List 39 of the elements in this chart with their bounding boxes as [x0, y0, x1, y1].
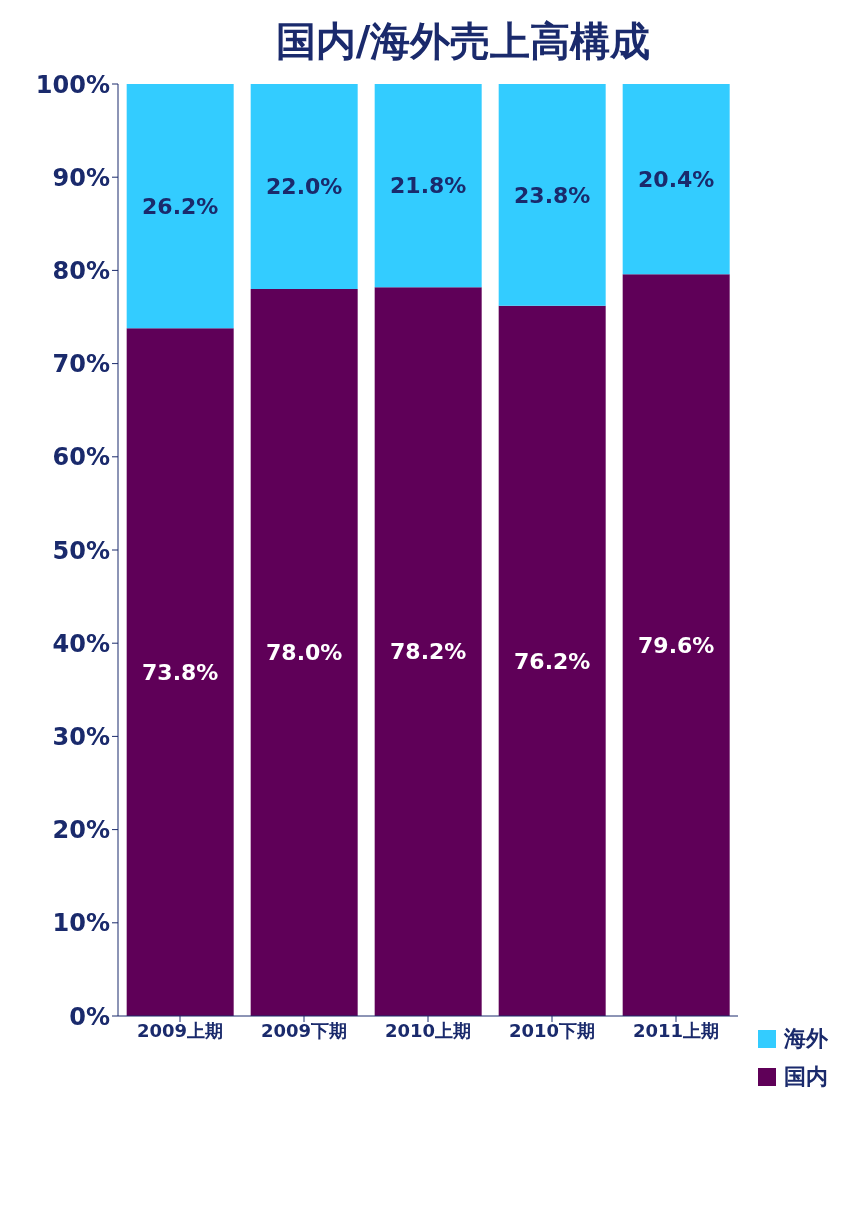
bar — [250, 84, 358, 290]
bar — [126, 328, 234, 1016]
data-label: 22.0% — [266, 174, 343, 200]
x-tick-label: 2010上期 — [384, 1019, 472, 1041]
data-label: 78.2% — [390, 639, 467, 665]
bar — [622, 84, 730, 275]
data-label: 26.2% — [142, 193, 219, 219]
x-tick-label: 2009上期 — [136, 1019, 224, 1041]
data-label: 21.8% — [390, 173, 467, 199]
bar — [622, 274, 730, 1016]
y-tick-label: 90% — [52, 163, 110, 192]
legend-label: 国内 — [783, 1063, 829, 1091]
data-label: 23.8% — [514, 182, 591, 208]
x-tick-label: 2010下期 — [508, 1019, 596, 1041]
bar — [498, 84, 606, 306]
y-tick-label: 80% — [52, 256, 110, 285]
legend-label: 海外 — [783, 1025, 829, 1053]
y-tick-label: 0% — [69, 1002, 110, 1031]
y-tick-label: 40% — [52, 629, 110, 658]
x-tick-label: 2009下期 — [260, 1019, 348, 1041]
bar — [498, 305, 606, 1016]
data-label: 20.4% — [638, 166, 715, 192]
y-tick-label: 70% — [52, 350, 110, 379]
y-tick-label: 60% — [52, 443, 110, 472]
bar — [374, 84, 482, 288]
data-label: 73.8% — [142, 659, 219, 685]
data-label: 79.6% — [638, 632, 715, 658]
y-tick-label: 50% — [52, 536, 110, 565]
bar — [126, 84, 234, 329]
y-tick-label: 10% — [52, 909, 110, 938]
chart-title: 国内/海外売上高構成 — [275, 18, 651, 64]
bar — [374, 287, 482, 1016]
y-tick-label: 100% — [35, 70, 110, 99]
bar — [250, 289, 358, 1016]
data-label: 76.2% — [514, 648, 591, 674]
data-label: 78.0% — [266, 640, 343, 666]
y-tick-label: 30% — [52, 722, 110, 751]
y-tick-label: 20% — [52, 816, 110, 845]
x-tick-label: 2011上期 — [632, 1019, 720, 1041]
